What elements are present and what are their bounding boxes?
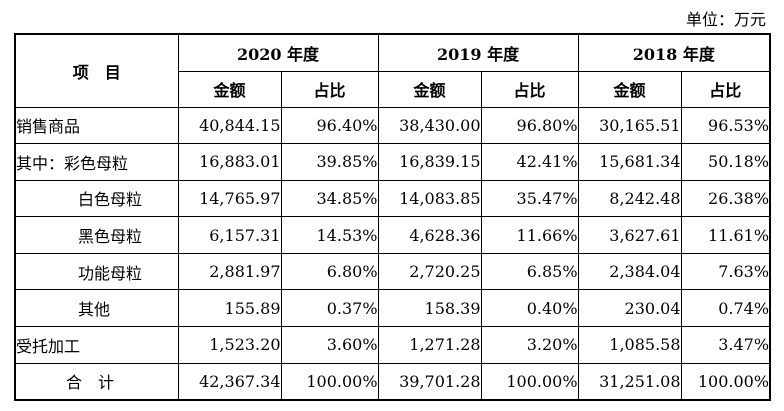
- cell-value: 40,844.15: [177, 106, 282, 145]
- table-row: 其他 155.89 0.37% 158.39 0.40% 230.04 0.74…: [14, 289, 771, 328]
- table-row: 销售商品 40,844.15 96.40% 38,430.00 96.80% 3…: [14, 106, 771, 145]
- cell-value: 14,765.97: [177, 179, 282, 218]
- cell-value: 34.85%: [280, 179, 379, 218]
- header-amount: 金额: [377, 70, 482, 108]
- cell-value: 1,085.58: [577, 326, 682, 364]
- table-row: 白色母粒 14,765.97 34.85% 14,083.85 35.47% 8…: [14, 179, 771, 218]
- cell-value: 96.53%: [680, 106, 771, 145]
- cell-value: 158.39: [377, 289, 482, 328]
- table-row: 黑色母粒 6,157.31 14.53% 4,628.36 11.66% 3,6…: [14, 216, 771, 254]
- header-row-metrics: 金额 占比 金额 占比 金额 占比: [15, 70, 771, 108]
- cell-value: 2,720.25: [377, 252, 482, 291]
- cell-value: 8,242.48: [577, 179, 682, 218]
- header-year-2020: 2020 年度: [177, 33, 379, 72]
- row-label: 其他: [14, 289, 179, 328]
- header-year-2018: 2018 年度: [577, 33, 771, 72]
- row-label: 白色母粒: [14, 179, 179, 218]
- cell-value: 6,157.31: [177, 216, 282, 254]
- row-label: 功能母粒: [14, 252, 179, 291]
- cell-value: 3.47%: [680, 326, 771, 364]
- header-amount: 金额: [577, 70, 682, 108]
- row-label: 合 计: [14, 362, 179, 401]
- cell-value: 30,165.51: [577, 106, 682, 145]
- cell-value: 96.80%: [480, 106, 579, 145]
- cell-value: 15,681.34: [577, 143, 682, 181]
- cell-value: 11.61%: [680, 216, 771, 254]
- row-label: 受托加工: [14, 326, 179, 364]
- cell-value: 14,083.85: [377, 179, 482, 218]
- cell-value: 4,628.36: [377, 216, 482, 254]
- cell-value: 0.40%: [480, 289, 579, 328]
- cell-value: 100.00%: [480, 362, 579, 401]
- revenue-table: 项 目 2020 年度 2019 年度 2018 年度 金额 占比 金额 占比 …: [14, 33, 772, 401]
- cell-value: 3.20%: [480, 326, 579, 364]
- table-row: 功能母粒 2,881.97 6.80% 2,720.25 6.85% 2,384…: [14, 252, 771, 291]
- cell-value: 31,251.08: [577, 362, 682, 401]
- cell-value: 14.53%: [280, 216, 379, 254]
- cell-value: 0.74%: [680, 289, 771, 328]
- table-row: 受托加工 1,523.20 3.60% 1,271.28 3.20% 1,085…: [14, 326, 771, 364]
- table-row-total: 合 计 42,367.34 100.00% 39,701.28 100.00% …: [14, 362, 771, 401]
- cell-value: 6.85%: [480, 252, 579, 291]
- header-row-years: 项 目 2020 年度 2019 年度 2018 年度: [14, 33, 771, 108]
- cell-value: 2,384.04: [577, 252, 682, 291]
- cell-value: 39.85%: [280, 143, 379, 181]
- row-label: 黑色母粒: [14, 216, 179, 254]
- unit-label: 单位：万元: [685, 10, 766, 29]
- cell-value: 96.40%: [280, 106, 379, 145]
- table-row: 其中：彩色母粒 16,883.01 39.85% 16,839.15 42.41…: [14, 143, 771, 181]
- header-ratio: 占比: [480, 70, 579, 108]
- row-label: 其中：彩色母粒: [14, 143, 179, 181]
- cell-value: 100.00%: [680, 362, 771, 401]
- cell-value: 26.38%: [680, 179, 771, 218]
- cell-value: 50.18%: [680, 143, 771, 181]
- cell-value: 0.37%: [280, 289, 379, 328]
- cell-value: 38,430.00: [377, 106, 482, 145]
- header-year-2019: 2019 年度: [377, 33, 579, 72]
- cell-value: 39,701.28: [377, 362, 482, 401]
- cell-value: 42.41%: [480, 143, 579, 181]
- cell-value: 6.80%: [280, 252, 379, 291]
- cell-value: 1,271.28: [377, 326, 482, 364]
- cell-value: 11.66%: [480, 216, 579, 254]
- cell-value: 230.04: [577, 289, 682, 328]
- header-ratio: 占比: [680, 70, 771, 108]
- cell-value: 3,627.61: [577, 216, 682, 254]
- cell-value: 7.63%: [680, 252, 771, 291]
- header-amount: 金额: [177, 70, 282, 108]
- cell-value: 155.89: [177, 289, 282, 328]
- cell-value: 16,883.01: [177, 143, 282, 181]
- cell-value: 3.60%: [280, 326, 379, 364]
- header-ratio: 占比: [280, 70, 379, 108]
- header-item: 项 目: [14, 33, 179, 108]
- cell-value: 16,839.15: [377, 143, 482, 181]
- row-label: 销售商品: [14, 106, 179, 145]
- cell-value: 35.47%: [480, 179, 579, 218]
- cell-value: 2,881.97: [177, 252, 282, 291]
- cell-value: 1,523.20: [177, 326, 282, 364]
- cell-value: 42,367.34: [177, 362, 282, 401]
- cell-value: 100.00%: [280, 362, 379, 401]
